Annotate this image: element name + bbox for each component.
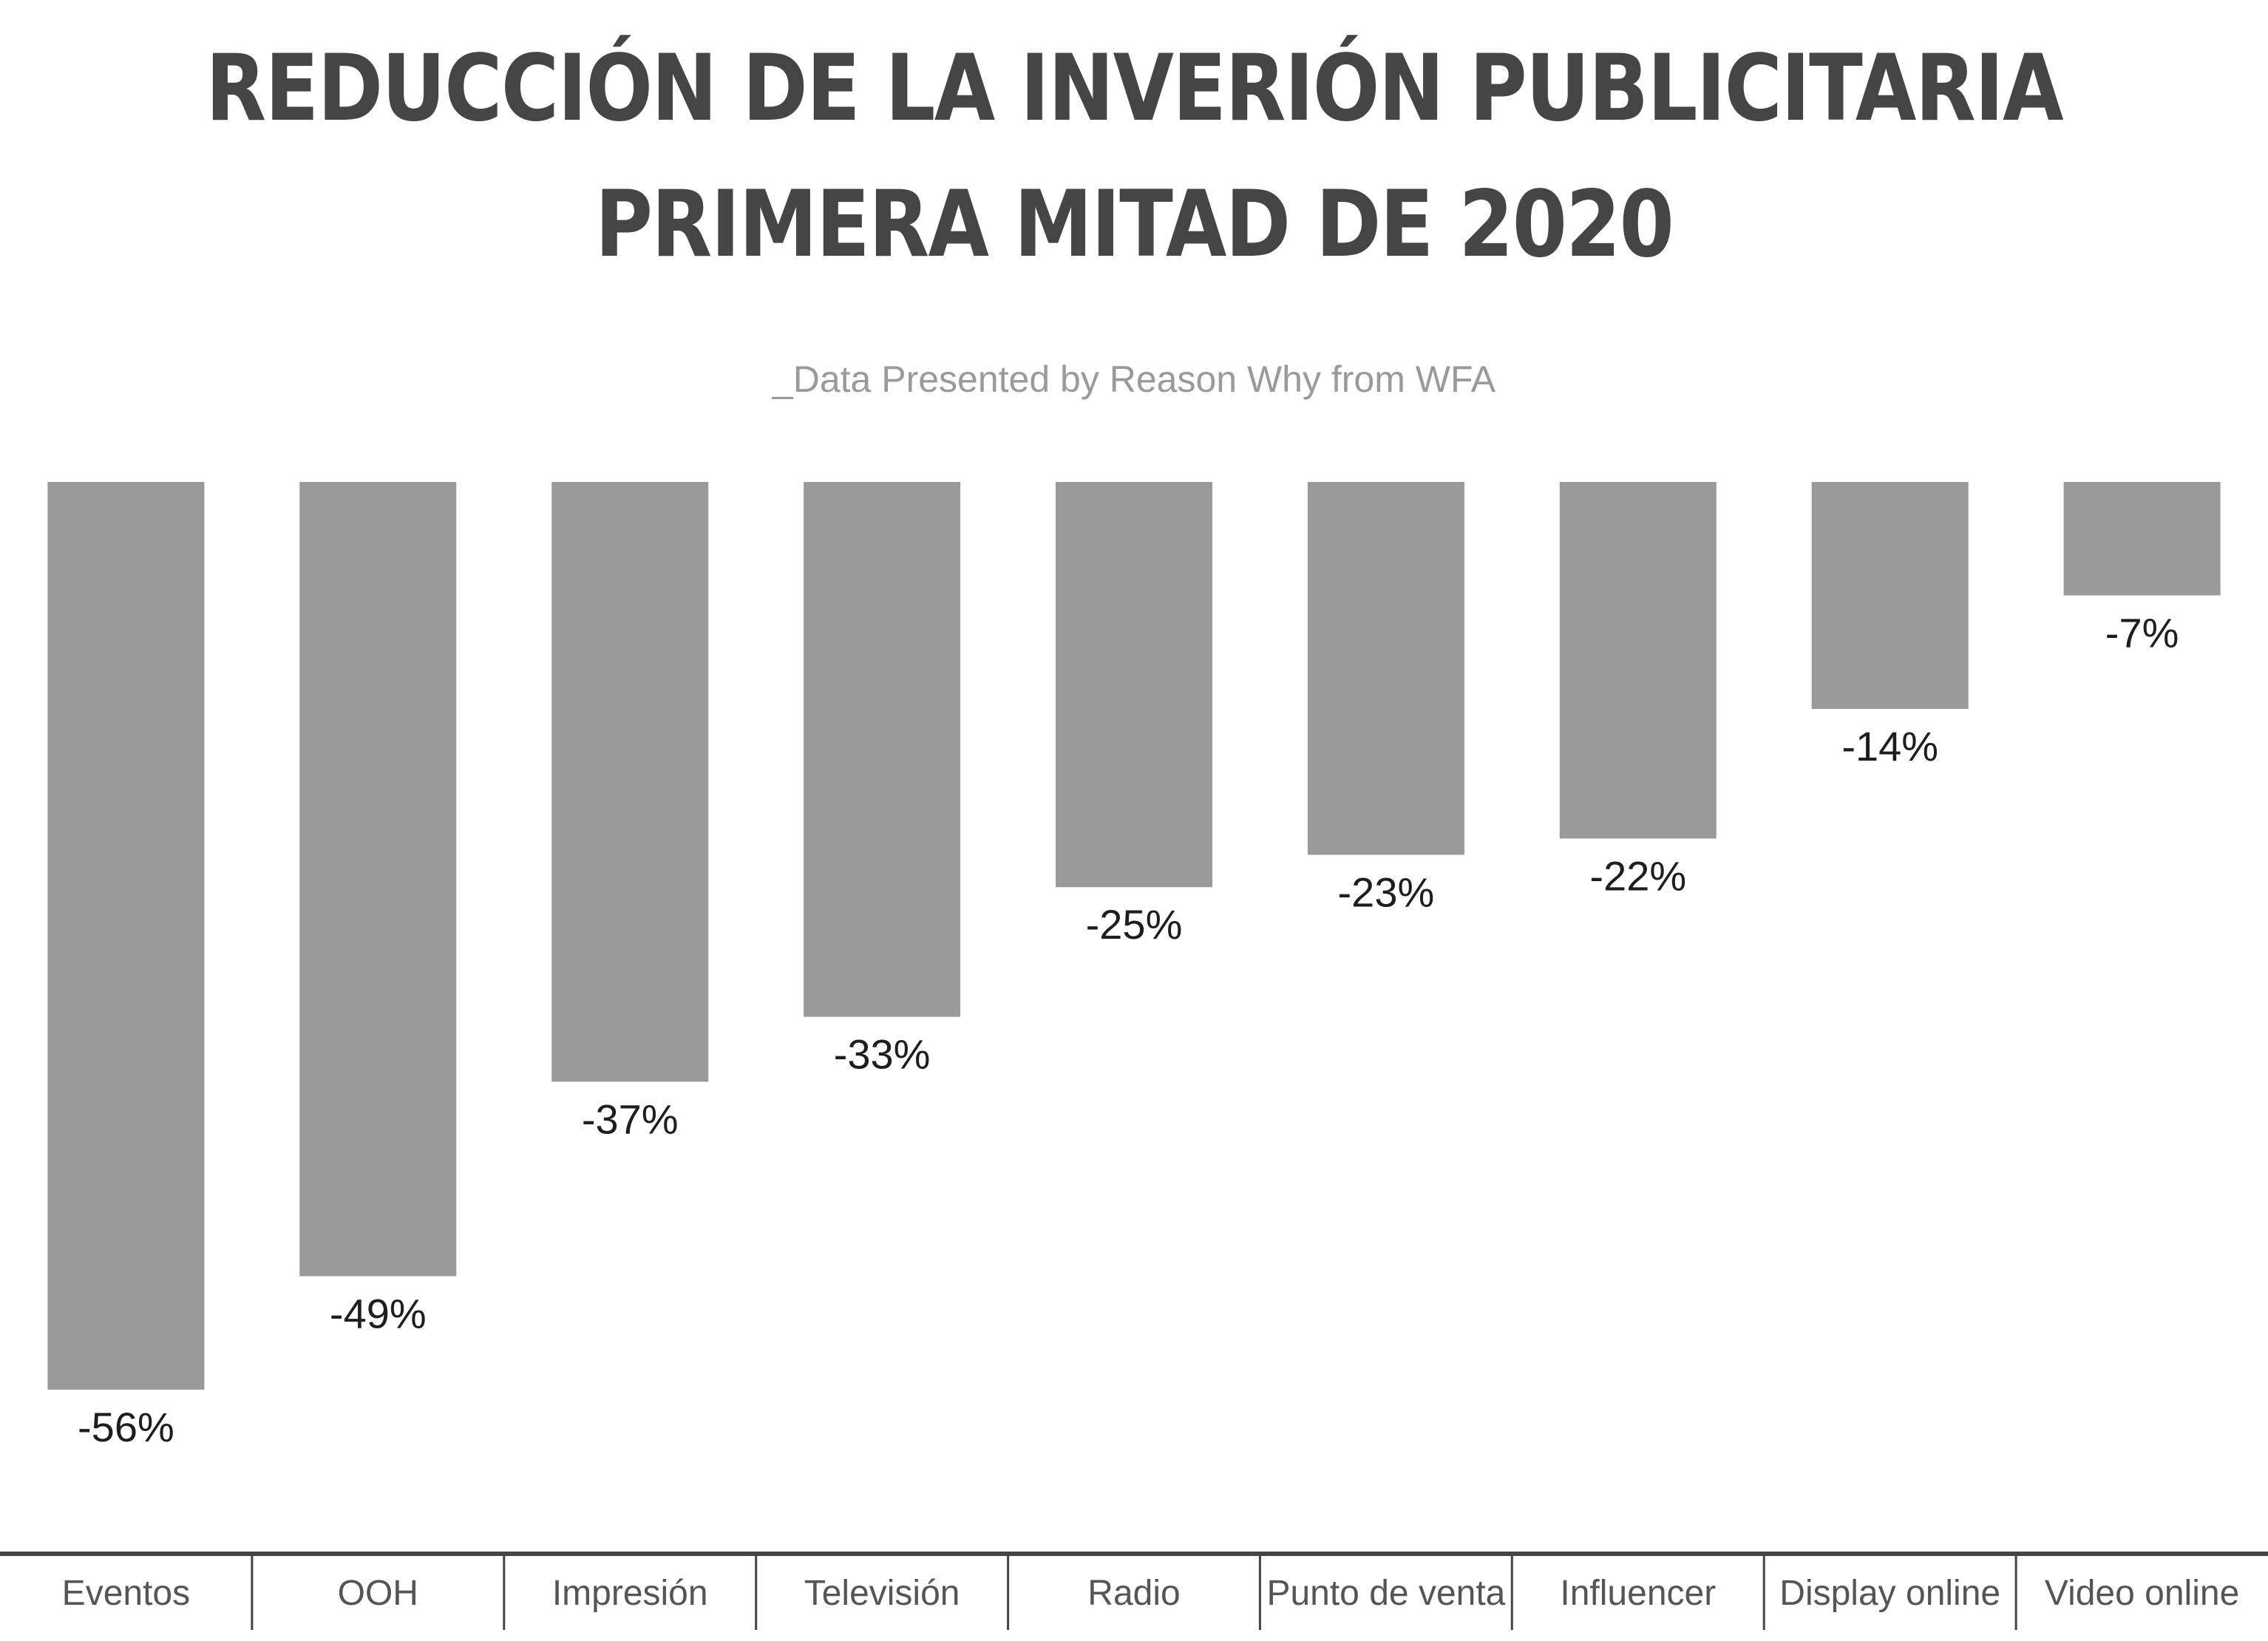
chart-subtitle: _Data Presented by Reason Why from WFA (772, 359, 1496, 400)
category-label-influencer: Influencer (1560, 1574, 1716, 1613)
category-label-impresion: Impresión (552, 1574, 708, 1613)
bar-display-online (1811, 482, 1969, 709)
data-label-ooh: -49% (330, 1291, 427, 1337)
category-label-radio: Radio (1087, 1574, 1180, 1613)
chart-title-line-1: REDUCCIÓN DE LA INVERIÓN PUBLICITARIA (206, 35, 2064, 142)
category-label-display-online: Display online (1779, 1574, 2000, 1613)
data-label-influencer: -22% (1589, 852, 1686, 899)
category-label-ooh: OOH (338, 1574, 418, 1613)
data-label-impresion: -37% (582, 1095, 679, 1142)
data-label-television: -33% (834, 1031, 931, 1078)
bar-punto-de-venta (1307, 482, 1464, 855)
data-label-display-online: -14% (1841, 723, 1938, 769)
bar-video-online (2063, 482, 2221, 596)
data-label-eventos: -56% (78, 1404, 174, 1450)
bar-ooh (299, 482, 457, 1277)
category-label-video-online: Video online (2045, 1574, 2239, 1613)
category-label-punto-de-venta: Punto de venta (1266, 1574, 1505, 1613)
category-label-eventos: Eventos (62, 1574, 190, 1613)
bar-influencer (1559, 482, 1717, 839)
data-label-radio: -25% (1086, 901, 1183, 948)
chart-title-line-2: PRIMERA MITAD DE 2020 (594, 171, 1674, 278)
bar-impresion (551, 482, 709, 1082)
category-label-television: Televisión (804, 1574, 960, 1613)
bar-radio (1056, 482, 1212, 888)
data-label-punto-de-venta: -23% (1338, 869, 1435, 915)
bar-eventos (47, 482, 205, 1390)
bar-television (804, 482, 961, 1017)
data-label-video-online: -7% (2105, 610, 2179, 656)
